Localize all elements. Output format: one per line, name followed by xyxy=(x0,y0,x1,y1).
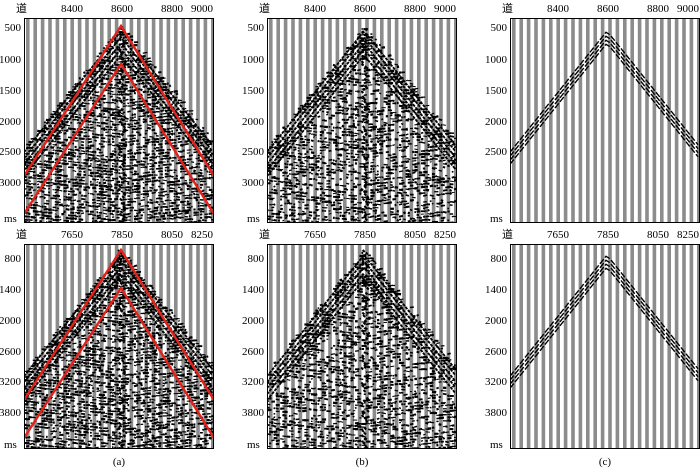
y-tick-label: 1000 xyxy=(0,54,21,67)
selection-window xyxy=(24,247,214,439)
y-tick-label: 2000 xyxy=(485,314,507,327)
x-tick-label: 7850 xyxy=(597,229,619,241)
y-tick-label: 500 xyxy=(247,22,265,35)
time-unit-label: ms xyxy=(247,213,260,225)
seismic-panel-a-2 xyxy=(24,244,214,449)
panel-caption: (a) xyxy=(112,456,126,468)
x-tick-label: 8400 xyxy=(61,3,83,15)
y-tick-label: 3800 xyxy=(485,407,507,420)
y-tick-label: 2600 xyxy=(485,345,507,358)
wiggle-traces xyxy=(510,31,699,165)
x-tick-label: 8600 xyxy=(111,3,133,15)
y-tick-label: 2000 xyxy=(242,314,264,327)
trace-axis-label: 道 xyxy=(259,3,270,15)
y-tick-label: 2000 xyxy=(0,115,21,128)
y-tick-label: 1500 xyxy=(485,84,507,97)
wiggle-traces xyxy=(267,249,457,449)
y-tick-label: 500 xyxy=(4,22,22,35)
trace-gaps xyxy=(512,244,700,449)
y-tick-label: 2500 xyxy=(0,146,21,159)
y-tick-label: 1000 xyxy=(242,54,264,67)
y-tick-label: 800 xyxy=(247,253,265,266)
panel-caption: (b) xyxy=(355,456,369,468)
wiggle-traces xyxy=(267,27,457,223)
x-tick-label: 8600 xyxy=(354,3,376,15)
x-tick-label: 7650 xyxy=(547,229,569,241)
y-tick-label: 2600 xyxy=(0,345,21,358)
wiggle-traces xyxy=(510,255,699,389)
seismic-panel-a-1 xyxy=(24,18,214,223)
y-tick-label: 500 xyxy=(490,22,508,35)
trace-axis-label: 道 xyxy=(16,229,27,241)
panel-caption: (c) xyxy=(598,456,612,468)
y-tick-label: 800 xyxy=(490,253,508,266)
trace-axis-label: 道 xyxy=(16,3,27,15)
y-tick-label: 3000 xyxy=(242,177,264,190)
x-tick-label: 8050 xyxy=(161,229,183,241)
y-tick-label: 800 xyxy=(4,253,22,266)
trace-axis-label: 道 xyxy=(502,3,513,15)
x-tick-label: 8800 xyxy=(161,3,183,15)
seismic-panel-c-1 xyxy=(510,18,700,223)
y-tick-label: 3200 xyxy=(0,376,21,389)
x-tick-label: 9000 xyxy=(434,3,456,15)
y-tick-label: 2500 xyxy=(485,146,507,159)
seismic-panel-b-1 xyxy=(267,18,457,223)
y-tick-label: 1400 xyxy=(0,284,21,297)
time-unit-label: ms xyxy=(247,439,260,451)
trace-axis-label: 道 xyxy=(259,229,270,241)
y-tick-label: 2600 xyxy=(242,345,264,358)
x-tick-label: 8800 xyxy=(404,3,426,15)
y-tick-label: 1500 xyxy=(242,84,264,97)
x-tick-label: 8600 xyxy=(597,3,619,15)
y-tick-label: 1000 xyxy=(485,54,507,67)
x-tick-label: 9000 xyxy=(677,3,699,15)
y-tick-label: 1500 xyxy=(0,84,21,97)
x-tick-label: 7650 xyxy=(304,229,326,241)
selection-window xyxy=(24,23,214,215)
y-tick-label: 2500 xyxy=(242,146,264,159)
seismic-panel-b-2 xyxy=(267,244,457,449)
x-tick-label: 8250 xyxy=(434,229,456,241)
time-unit-label: ms xyxy=(4,213,17,225)
y-tick-label: 3200 xyxy=(242,376,264,389)
y-tick-label: 2000 xyxy=(242,115,264,128)
x-tick-label: 8800 xyxy=(647,3,669,15)
time-unit-label: ms xyxy=(490,213,503,225)
y-tick-label: 3000 xyxy=(0,177,21,190)
y-tick-label: 1400 xyxy=(485,284,507,297)
y-tick-label: 3200 xyxy=(485,376,507,389)
x-tick-label: 7650 xyxy=(61,229,83,241)
x-tick-label: 8400 xyxy=(547,3,569,15)
y-tick-label: 3000 xyxy=(485,177,507,190)
y-tick-label: 2000 xyxy=(0,314,21,327)
x-tick-label: 7850 xyxy=(111,229,133,241)
x-tick-label: 7850 xyxy=(354,229,376,241)
x-tick-label: 8050 xyxy=(404,229,426,241)
y-tick-label: 3800 xyxy=(0,407,21,420)
trace-axis-label: 道 xyxy=(502,229,513,241)
x-tick-label: 8250 xyxy=(677,229,699,241)
x-tick-label: 8400 xyxy=(304,3,326,15)
y-tick-label: 3800 xyxy=(242,407,264,420)
time-unit-label: ms xyxy=(4,439,17,451)
y-tick-label: 1400 xyxy=(242,284,264,297)
seismic-panel-c-2 xyxy=(510,244,700,449)
time-unit-label: ms xyxy=(490,439,503,451)
x-tick-label: 9000 xyxy=(191,3,213,15)
x-tick-label: 8050 xyxy=(647,229,669,241)
x-tick-label: 8250 xyxy=(191,229,213,241)
y-tick-label: 2000 xyxy=(485,115,507,128)
